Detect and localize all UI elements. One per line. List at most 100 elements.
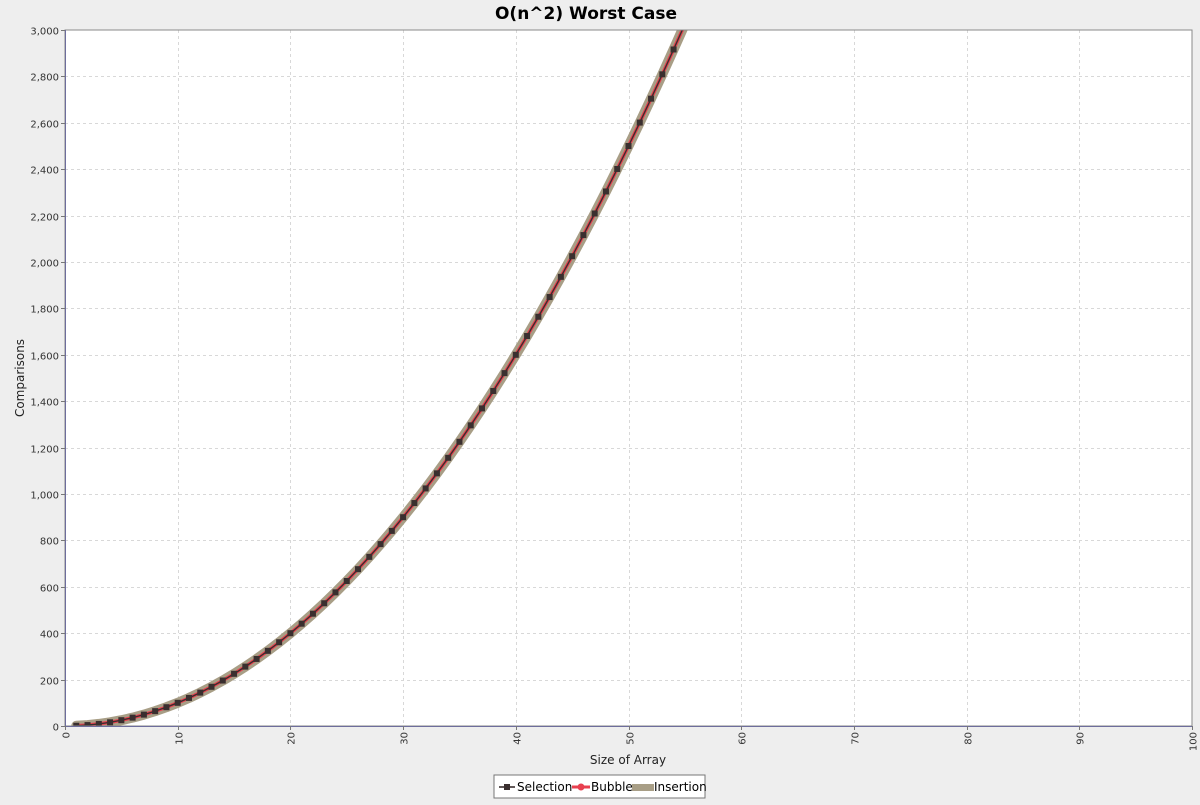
selection-point — [591, 210, 598, 217]
selection-point — [332, 589, 339, 596]
selection-point — [95, 720, 102, 726]
selection-point — [185, 694, 192, 701]
selection-point — [670, 46, 677, 53]
x-tick-label: 80 — [964, 732, 975, 745]
chart-title: O(n^2) Worst Case — [495, 4, 677, 24]
y-tick-label: 200 — [40, 677, 59, 688]
selection-point — [242, 663, 249, 670]
y-tick-label: 1,400 — [30, 398, 59, 409]
y-tick-label: 2,000 — [30, 259, 59, 270]
x-tick-label: 50 — [626, 732, 637, 745]
legend-box — [493, 774, 706, 799]
selection-point — [422, 485, 429, 492]
y-tick-label: 1,200 — [30, 445, 59, 456]
selection-point — [377, 541, 384, 548]
y-tick-label: 2,400 — [30, 166, 59, 177]
selection-point — [152, 708, 159, 715]
selection-point — [355, 566, 362, 573]
selection-point — [73, 722, 80, 726]
selection-point — [276, 639, 283, 646]
selection-point — [400, 514, 407, 521]
y-tick-label: 600 — [40, 584, 59, 595]
y-tick-label: 3,000 — [30, 27, 59, 38]
x-tick-label: 100 — [1189, 732, 1200, 751]
selection-point — [535, 313, 542, 320]
selection-point — [467, 422, 474, 429]
x-axis-label: Size of Array — [590, 753, 666, 767]
x-tick-label: 60 — [738, 732, 749, 745]
selection-point — [411, 500, 418, 507]
selection-point — [456, 438, 463, 445]
selection-point — [118, 717, 125, 724]
legend-selection-label: Selection — [517, 780, 572, 794]
x-tick-label: 30 — [400, 732, 411, 745]
selection-point — [490, 387, 497, 394]
selection-point — [287, 630, 294, 637]
selection-point — [231, 670, 238, 677]
selection-point — [580, 232, 587, 239]
x-tick-label: 10 — [175, 732, 186, 745]
y-tick-label: 2,600 — [30, 120, 59, 131]
y-tick-label: 1,800 — [30, 305, 59, 316]
selection-point — [636, 119, 643, 126]
y-axis-label: Comparisons — [13, 339, 27, 417]
grid-lines — [65, 30, 1192, 726]
plot-area — [65, 30, 1192, 726]
y-tick-label: 2,800 — [30, 73, 59, 84]
selection-point — [140, 711, 147, 718]
series-layer — [71, 30, 688, 726]
legend-item-selection: Selection — [499, 780, 572, 794]
selection-point — [219, 677, 226, 684]
selection-point — [478, 405, 485, 412]
legend: Selection Bubble Insertion — [493, 774, 707, 799]
axis-ticks: 0 10 20 30 40 50 60 70 80 90 100 0 200 400 600 800 1,000… — [30, 27, 1199, 752]
y-tick-label: 2,200 — [30, 213, 59, 224]
selection-point — [129, 714, 136, 721]
legend-insertion-label: Insertion — [654, 780, 707, 794]
selection-point — [366, 553, 373, 560]
selection-point — [648, 95, 655, 102]
selection-point — [298, 620, 305, 627]
selection-point — [321, 600, 328, 607]
selection-point — [388, 527, 395, 534]
selection-point — [264, 647, 271, 654]
x-tick-label: 0 — [62, 732, 73, 738]
selection-point — [174, 699, 181, 706]
selection-point — [602, 188, 609, 195]
selection-point — [614, 165, 621, 172]
selection-point — [625, 143, 632, 149]
y-tick-label: 1,600 — [30, 352, 59, 363]
selection-point — [253, 655, 260, 662]
y-tick-label: 1,000 — [30, 491, 59, 502]
selection-point — [557, 273, 564, 280]
legend-selection-square-icon — [504, 784, 510, 790]
legend-insertion-swatch-icon — [632, 784, 654, 791]
selection-point — [524, 333, 531, 340]
legend-bubble-circle-icon — [577, 783, 585, 791]
y-tick-label: 400 — [40, 630, 59, 641]
legend-bubble-label: Bubble — [591, 780, 633, 794]
selection-point — [163, 704, 170, 711]
selection-point — [309, 610, 316, 617]
legend-item-bubble: Bubble — [572, 780, 633, 794]
selection-point — [208, 683, 215, 690]
y-tick-label: 800 — [40, 537, 59, 548]
selection-point — [569, 253, 576, 260]
selection-point — [343, 578, 350, 584]
legend-item-insertion: Insertion — [632, 780, 707, 794]
x-tick-label: 40 — [513, 732, 524, 745]
selection-point — [433, 470, 440, 477]
selection-point — [197, 689, 204, 696]
x-tick-label: 90 — [1076, 732, 1087, 745]
selection-point — [445, 454, 452, 461]
x-tick-label: 20 — [287, 732, 298, 745]
selection-point — [546, 294, 553, 301]
y-tick-label: 0 — [53, 723, 59, 734]
selection-point — [659, 71, 666, 78]
selection-point — [501, 370, 508, 377]
selection-point — [84, 722, 91, 726]
selection-point — [512, 351, 519, 358]
selection-point — [107, 719, 114, 726]
